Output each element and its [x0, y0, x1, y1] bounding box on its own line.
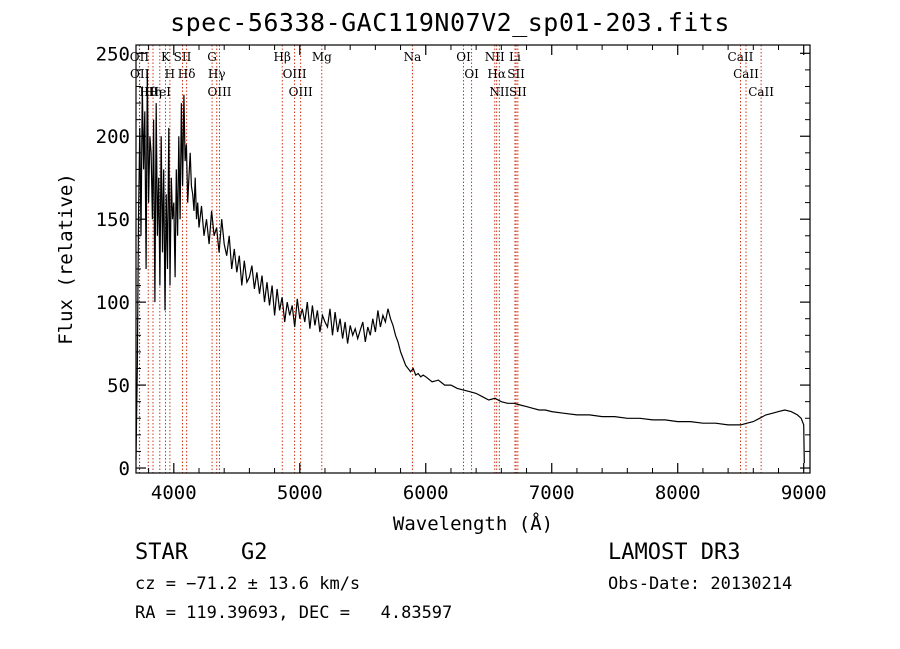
spectral-line-label: Hδ: [178, 67, 196, 81]
spectral-line-label: K: [161, 50, 171, 64]
spectral-line-label: H: [165, 67, 175, 81]
spectral-line-label: CaII: [733, 67, 759, 81]
y-tick-label: 0: [119, 458, 130, 480]
spectral-line-label: Li: [509, 50, 521, 64]
spectral-line-label: Hβ: [274, 50, 291, 64]
spectral-line-label: G: [207, 50, 217, 64]
spectral-line-label: OIII: [207, 85, 231, 99]
line-marker-layer: [138, 45, 762, 473]
spectral-line-label: Hη: [144, 85, 162, 99]
axis-tick-layer: 4000 5000 6000 7000 8000 9000 0 50 100 150 200 250: [96, 43, 827, 504]
spectral-line-label: Hα: [487, 67, 506, 81]
spectral-line-label: OII: [130, 50, 150, 64]
observation-date: Obs-Date: 20130214: [608, 574, 793, 594]
y-axis-label: Flux (relative): [55, 173, 77, 345]
y-tick-label: 100: [96, 292, 130, 314]
spectral-line-label: OI: [464, 67, 479, 81]
spectral-line-label: Hθ: [139, 85, 157, 99]
redshift-cz: cz = −71.2 ± 13.6 km/s: [135, 574, 361, 594]
x-tick-label: 9000: [781, 482, 827, 504]
y-tick-label: 150: [96, 209, 130, 231]
y-tick-label: 200: [96, 126, 130, 148]
spectral-line-label: OI: [456, 50, 471, 64]
spectral-line-label: CaII: [728, 50, 754, 64]
y-tick-label: 50: [107, 375, 130, 397]
x-axis-label: Wavelength (Å): [393, 512, 553, 535]
x-tick-label: 7000: [529, 482, 575, 504]
plot-frame: [135, 44, 811, 474]
spectral-line-label: OIII: [283, 67, 307, 81]
spectral-line-label: Na: [404, 50, 422, 64]
x-tick-label: 8000: [655, 482, 701, 504]
spectral-line-label: NII: [485, 50, 505, 64]
spectral-line-label: Hγ: [208, 67, 226, 81]
x-tick-label: 6000: [403, 482, 449, 504]
spectral-line-label: SII: [509, 85, 527, 99]
spectral-line-label: HeI: [149, 85, 172, 99]
spectral-line-label: OII: [130, 67, 150, 81]
spectral-line-label: OIII: [289, 85, 313, 99]
spectrum-series-line: [135, 69, 805, 464]
sky-coordinates: RA = 119.39693, DEC = 4.83597: [135, 603, 453, 623]
x-tick-label: 4000: [151, 482, 197, 504]
spectral-line-label: CaII: [748, 85, 774, 99]
spectral-line-label: SII: [507, 67, 525, 81]
spectral-line-label: SII: [174, 50, 192, 64]
spectral-line-label: Mg: [312, 50, 332, 64]
x-tick-label: 5000: [277, 482, 323, 504]
survey-name: LAMOST DR3: [608, 540, 741, 565]
y-tick-label: 250: [96, 43, 130, 65]
chart-title: spec-56338-GAC119N07V2_sp01-203.fits: [170, 8, 730, 37]
spectral-line-label: NII: [489, 85, 509, 99]
object-class: STAR G2: [135, 540, 268, 565]
